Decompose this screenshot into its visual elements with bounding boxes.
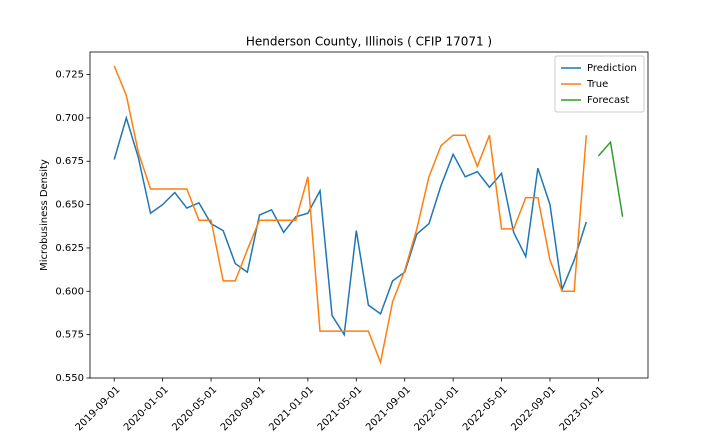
y-tick-label: 0.675 (55, 156, 84, 167)
x-tick-label: 2021-01-01 (267, 384, 316, 432)
x-tick-label: 2021-09-01 (364, 384, 413, 432)
legend-label: Prediction (587, 63, 637, 74)
y-tick-label: 0.725 (55, 70, 84, 81)
y-tick-label: 0.600 (55, 286, 84, 297)
x-tick-label: 2022-05-01 (461, 384, 510, 432)
plot-frame (89, 51, 649, 379)
x-tick-label: 2023-01-01 (558, 384, 607, 432)
legend-label: True (586, 79, 608, 90)
y-axis-label: Microbusiness Density (39, 159, 50, 271)
y-tick-label: 0.625 (55, 243, 84, 254)
series-line (113, 115, 588, 337)
chart-title: Henderson County, Illinois ( CFIP 17071 … (246, 35, 492, 49)
x-tick-label: 2022-01-01 (413, 384, 462, 432)
y-tick-label: 0.575 (55, 330, 84, 341)
x-tick-label: 2021-05-01 (316, 384, 365, 432)
series-line (597, 140, 624, 217)
y-tick-label: 0.650 (55, 200, 84, 211)
y-tick-label: 0.550 (55, 373, 84, 384)
y-tick-label: 0.700 (55, 113, 84, 124)
x-tick-label: 2020-01-01 (122, 384, 171, 432)
series-line (113, 65, 588, 366)
x-tick-label: 2022-09-01 (509, 384, 558, 432)
legend-box (554, 55, 645, 113)
x-tick-label: 2019-09-01 (74, 384, 123, 432)
x-tick-label: 2020-09-01 (219, 384, 268, 432)
legend-label: Forecast (587, 95, 629, 106)
x-tick-label: 2020-05-01 (170, 384, 219, 432)
